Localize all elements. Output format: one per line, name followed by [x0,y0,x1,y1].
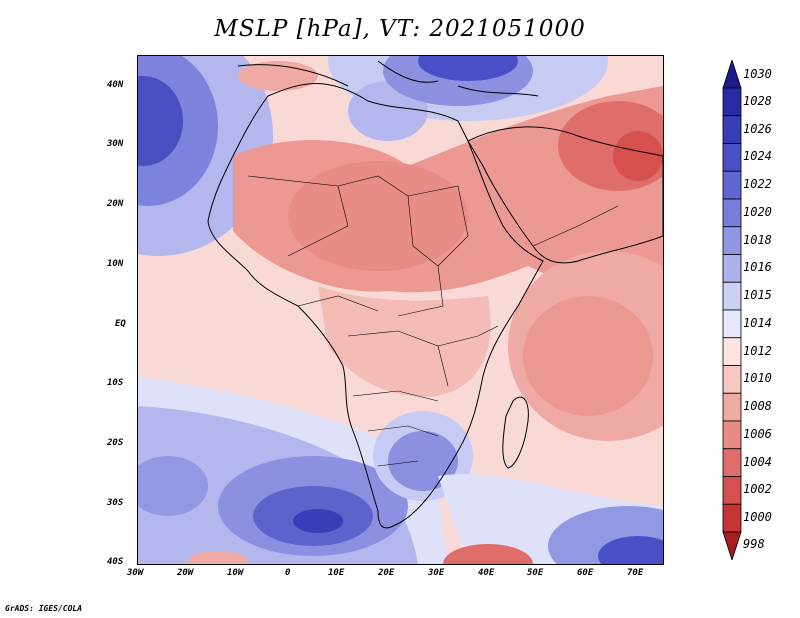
lat-label-30n: 30N [107,139,124,149]
low-pressure-indian-ocean [508,251,663,441]
lon-label-30w: 30W [127,568,144,578]
lon-label-20e: 20E [378,568,395,578]
colorbar-cell [722,365,742,394]
lat-label-40n: 40N [107,80,124,90]
colorbar-label: 1022 [743,177,772,192]
lat-label-30s: 30S [107,498,124,508]
colorbar-label: 1020 [743,204,772,219]
tropical-band [318,286,491,397]
colorbar-cell [722,170,742,200]
lon-label-0: 0 [285,568,291,578]
colorbar-cell [722,503,742,533]
country-borders [247,175,619,467]
lat-label-20s: 20S [107,438,124,448]
colorbar-cell [722,309,742,339]
lon-label-10w: 10W [227,568,244,578]
grads-credit: GrADS: IGES/COLA [5,604,83,613]
low-pressure-south [443,544,533,564]
lon-label-10e: 10E [328,568,345,578]
colorbar-cell [722,281,742,311]
colorbar-cell [722,254,742,283]
colorbar-cell [722,420,742,450]
colorbar-cell [722,476,742,505]
lon-label-30e: 30E [428,568,445,578]
colorbar-label: 1026 [743,121,772,136]
colorbar-cell [722,143,742,172]
colorbar-label: 1002 [743,482,772,497]
colorbar-label: 1004 [743,454,772,469]
colorbar [722,60,742,560]
colorbar-cell [722,448,742,477]
high-pressure-south-indian [438,473,663,564]
colorbar-cell [722,337,742,366]
map-title: MSLP [hPa], VT: 2021051000 [214,16,586,42]
high-pressure-mediterranean [328,56,608,141]
pressure-map [137,55,664,565]
lon-label-50e: 50E [527,568,544,578]
colorbar-cell [722,531,742,560]
lat-label-40s: 40S [107,557,124,567]
coastlines [207,60,663,529]
colorbar-cell [722,87,742,117]
high-pressure-south-atlantic [138,376,448,564]
lat-label-eq: EQ [115,319,126,329]
colorbar-label: 1028 [743,93,772,108]
colorbar-label: 1008 [743,399,772,414]
colorbar-label: 1006 [743,426,772,441]
colorbar-label: 1024 [743,149,772,164]
lon-label-40e: 40E [478,568,495,578]
lon-label-60e: 60E [577,568,594,578]
lon-label-20w: 20W [177,568,194,578]
colorbar-label: 998 [743,536,765,551]
colorbar-cell [722,392,742,422]
colorbar-cell [722,226,742,255]
colorbar-label: 1030 [743,67,772,82]
colorbar-label: 1012 [743,343,772,358]
lat-label-20n: 20N [107,199,124,209]
low-pressure-southwest [188,551,248,564]
colorbar-label: 1010 [743,371,772,386]
colorbar-label: 1016 [743,260,772,275]
colorbar-label: 1000 [743,510,772,525]
lon-label-70e: 70E [627,568,644,578]
lat-label-10s: 10S [107,378,124,388]
lat-label-10n: 10N [107,259,124,269]
colorbar-label: 1014 [743,315,772,330]
colorbar-label: 1018 [743,232,772,247]
colorbar-label: 1015 [743,288,772,303]
colorbar-cell [722,198,742,228]
colorbar-cell [722,60,742,89]
colorbar-cell [722,115,742,144]
